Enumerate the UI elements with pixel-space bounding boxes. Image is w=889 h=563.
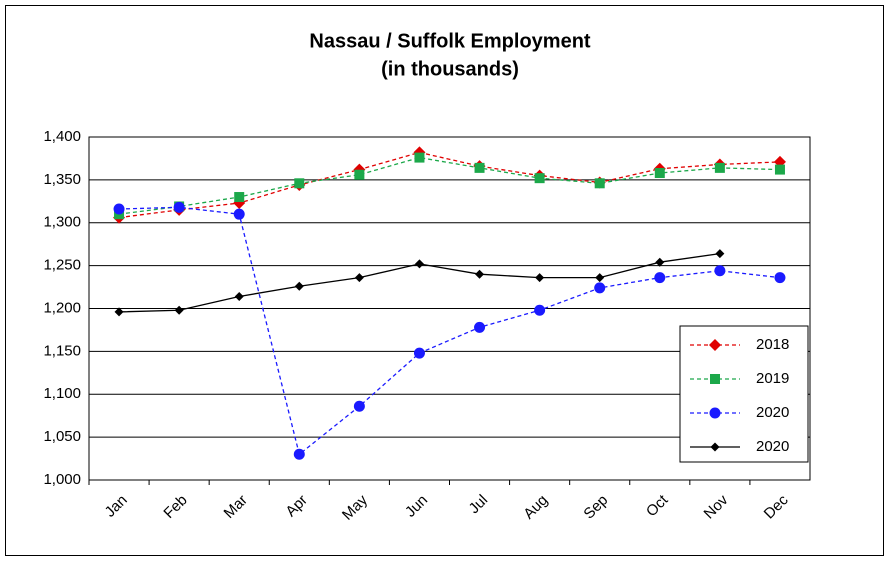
legend-label: 2020: [756, 404, 789, 421]
legend-label: 2018: [756, 336, 789, 353]
marker: [714, 265, 726, 277]
marker: [710, 442, 720, 452]
chart-subtitle: (in thousands): [381, 58, 519, 80]
marker: [413, 347, 425, 359]
chart-title: Nassau / Suffolk Employment: [309, 30, 591, 52]
marker: [414, 152, 425, 163]
marker: [234, 192, 245, 203]
y-tick-label: 1,300: [43, 214, 81, 231]
marker: [174, 305, 184, 315]
marker: [655, 257, 665, 267]
marker: [234, 291, 244, 301]
marker: [475, 269, 485, 279]
legend-label: 2020: [756, 438, 789, 455]
marker: [714, 162, 725, 173]
marker: [534, 304, 546, 316]
marker: [414, 259, 424, 269]
marker: [774, 164, 785, 175]
marker: [474, 321, 486, 333]
y-tick-label: 1,400: [43, 128, 81, 145]
marker: [293, 448, 305, 460]
marker: [535, 273, 545, 283]
y-tick-label: 1,000: [43, 471, 81, 488]
marker: [715, 249, 725, 259]
series-line: [118, 151, 780, 219]
marker: [294, 281, 304, 291]
y-tick-label: 1,050: [43, 428, 81, 445]
marker: [710, 374, 720, 384]
marker: [774, 272, 786, 284]
marker: [709, 407, 721, 419]
series-line: [118, 156, 780, 215]
legend-label: 2019: [756, 370, 789, 387]
marker: [113, 203, 125, 215]
marker: [294, 178, 305, 189]
marker: [595, 273, 605, 283]
marker: [709, 339, 721, 351]
marker: [233, 208, 245, 220]
y-tick-label: 1,350: [43, 171, 81, 188]
marker: [654, 168, 665, 179]
y-tick-label: 1,150: [43, 342, 81, 359]
legend: [679, 325, 809, 463]
y-tick-label: 1,200: [43, 299, 81, 316]
marker: [354, 169, 365, 180]
y-tick-label: 1,250: [43, 257, 81, 274]
y-tick-label: 1,100: [43, 385, 81, 402]
marker: [114, 307, 124, 317]
marker: [354, 273, 364, 283]
marker: [353, 400, 365, 412]
marker: [534, 173, 545, 184]
marker: [474, 162, 485, 173]
marker: [594, 282, 606, 294]
marker: [654, 272, 666, 284]
marker: [173, 201, 185, 213]
marker: [594, 178, 605, 189]
